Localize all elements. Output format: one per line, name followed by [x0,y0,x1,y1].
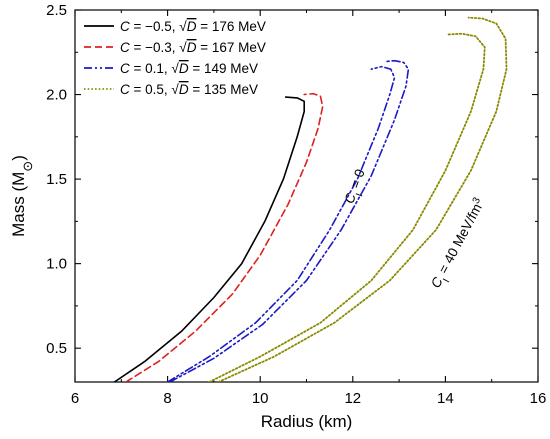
y-axis-title: Mass (M⊙) [9,155,35,237]
legend-d-value: = 135 MeV [189,82,258,97]
x-axis-title: Radius (km) [261,412,353,431]
legend-c-symbol: C [120,82,130,97]
curve-group [113,16,508,382]
legend-d-value: = 176 MeV [196,19,265,34]
series-1-curve-0 [125,92,324,382]
y-axis-title-subscript: ⊙ [20,161,35,172]
legend-label-0: C = −0.5, √D = 176 MeV [120,19,266,34]
legend-c-value: = −0.5, √ [130,19,188,34]
legend-label-3: C = 0.5, √D = 135 MeV [120,82,258,97]
y-tick-label: 1.0 [46,256,67,273]
annotation-superscript: 3 [470,195,483,205]
x-tick-label: 6 [71,390,79,407]
legend-c-value: = 0.5, √ [130,82,180,97]
legend-d-symbol: D [179,61,189,76]
x-tick-label: 16 [530,390,547,407]
legend-d-symbol: D [187,40,197,55]
annotation-subscript: I [354,192,365,198]
x-tick-label: 10 [252,390,269,407]
legend-label-1: C = −0.3, √D = 167 MeV [120,40,266,55]
annotation-rest: = 40 MeV/fm [434,201,485,279]
legend-d-value: = 149 MeV [189,61,258,76]
annotation-rest: = 0 [346,167,368,194]
y-tick-label: 2.0 [46,87,67,104]
series-2-curve-0 [166,65,396,382]
legend-c-symbol: C [120,40,130,55]
legend-c-value: = −0.3, √ [130,40,188,55]
y-tick-label: 1.5 [46,171,67,188]
legend-c-symbol: C [120,19,130,34]
legend-d-value: = 167 MeV [196,40,265,55]
series-3-curve-1 [217,16,508,382]
y-tick-label: 0.5 [46,340,67,357]
series-3-curve-0 [208,32,486,382]
x-tick-label: 8 [163,390,171,407]
annotation-1: CI = 40 MeV/fm3 [427,195,493,293]
series-2-curve-1 [169,59,410,382]
y-axis-title-close: ) [9,155,28,161]
y-axis-title-main: Mass (M [9,172,28,237]
y-tick-label: 2.5 [46,2,67,19]
legend-c-value: = 0.1, √ [130,61,180,76]
x-tick-label: 14 [437,390,454,407]
annotation-0: CI = 0 [342,167,373,207]
legend-d-symbol: D [187,19,197,34]
legend-c-symbol: C [120,61,130,76]
legend-d-symbol: D [179,82,189,97]
legend-label-2: C = 0.1, √D = 149 MeV [120,61,258,76]
series-0-curve-0 [113,96,305,382]
x-tick-label: 12 [344,390,361,407]
annotation-subscript: I [441,277,452,285]
